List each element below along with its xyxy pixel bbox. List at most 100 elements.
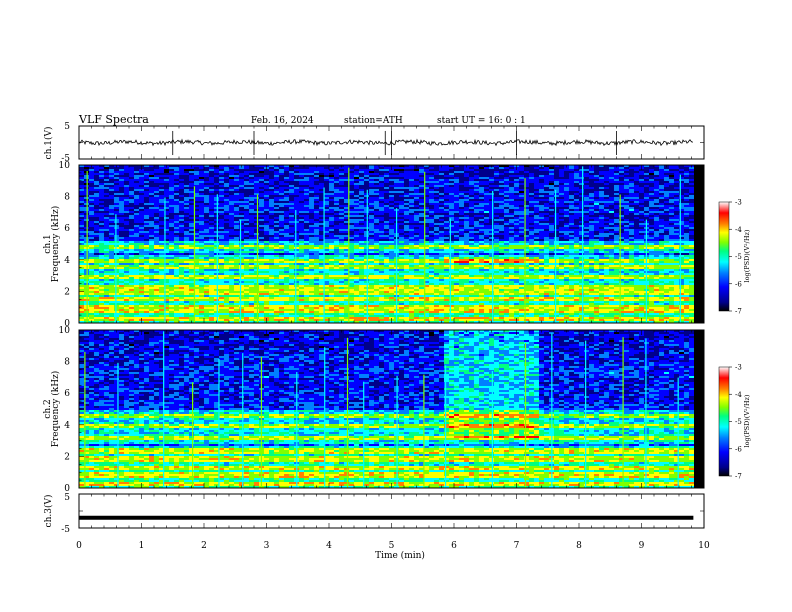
spectrogram-cell (154, 211, 159, 213)
spectrogram-cell (354, 217, 359, 219)
spectrogram-cell (109, 189, 114, 191)
spectrogram-cell (394, 183, 399, 185)
spectrogram-cell (559, 209, 564, 211)
spectrogram-cell (459, 205, 464, 207)
spectrogram-cell (639, 181, 644, 183)
spectrogram-cell (444, 205, 449, 207)
spectrogram-cell (239, 217, 244, 219)
spectrogram-cell (364, 185, 369, 187)
spectrogram-cell (139, 223, 144, 225)
spectrogram-cell (664, 199, 669, 201)
spectrogram-cell (274, 227, 279, 229)
spectrogram-cell (224, 211, 229, 213)
spectrogram-cell (109, 171, 114, 173)
spectrogram-cell (579, 235, 584, 237)
spectrogram-cell (544, 187, 549, 189)
spectrogram-cell (114, 185, 119, 187)
spectrogram-cell (319, 175, 324, 177)
spectrogram-cell (514, 205, 519, 207)
spectrogram-cell (404, 243, 409, 245)
spectrogram-cell (284, 233, 289, 235)
spectrogram-cell (104, 237, 109, 239)
spectrogram-cell (539, 175, 544, 177)
spectrogram-cell (569, 187, 574, 189)
spectrogram-cell (609, 195, 614, 197)
spectrogram-cell (534, 217, 539, 219)
spectrogram-cell (229, 183, 234, 185)
spectrogram-cell (339, 169, 344, 171)
spectrogram-cell (514, 221, 519, 223)
spectrogram-cell (554, 165, 559, 167)
spectrogram-cell (139, 207, 144, 209)
spectrogram-cell (684, 209, 689, 211)
spectrogram-cell (474, 187, 479, 189)
spectrogram-cell (339, 211, 344, 213)
spectrogram-cell (199, 185, 204, 187)
spectrogram-cell (309, 185, 314, 187)
spectrogram-cell (629, 221, 634, 223)
spectrogram-cell (164, 231, 169, 233)
spectrogram-cell (549, 217, 554, 219)
spectrogram-cell (124, 193, 129, 195)
spectrogram-cell (639, 211, 644, 213)
spectrogram-cell (329, 221, 334, 223)
spectrogram-cell (624, 207, 629, 209)
spectrogram-cell (229, 237, 234, 239)
spectrogram-cell (409, 209, 414, 211)
spectrogram-cell (464, 193, 469, 195)
spectrogram-cell (354, 221, 359, 223)
spectrogram-cell (519, 189, 524, 191)
spectrogram-cell (164, 207, 169, 209)
spectrogram-cell (424, 231, 429, 233)
spectrogram-cell (254, 241, 259, 243)
spectrogram-cell (509, 217, 514, 219)
spectrogram-cell (619, 165, 624, 167)
spectrogram-cell (209, 241, 214, 243)
spectrogram-cell (659, 199, 664, 201)
spectrogram-cell (189, 207, 194, 209)
spectrogram-cell (489, 211, 494, 213)
spectrogram-cell (84, 225, 89, 227)
spectrogram-cell (509, 215, 514, 217)
spectrogram-cell (139, 229, 144, 231)
spectrogram-cell (429, 229, 434, 231)
spectrogram-cell (304, 213, 309, 215)
spectrogram-cell (409, 203, 414, 205)
spectrogram-cell (564, 193, 569, 195)
spectrogram-cell (659, 227, 664, 229)
spectrogram-cell (149, 187, 154, 189)
spectrogram-cell (444, 167, 449, 169)
spectrogram-cell (524, 219, 529, 221)
spectrogram-cell (229, 193, 234, 195)
spectrogram-cell (654, 173, 659, 175)
spectrogram-cell (549, 213, 554, 215)
spectrogram-cell (344, 193, 349, 195)
spectrogram-cell (264, 237, 269, 239)
spectrogram-cell (204, 229, 209, 231)
spectrogram-cell (439, 187, 444, 189)
spectrogram-cell (234, 223, 239, 225)
spectrogram-cell (284, 175, 289, 177)
spectrogram-cell (399, 241, 404, 243)
spectrogram-cell (124, 215, 129, 217)
spectrogram-cell (649, 203, 654, 205)
spectrogram-cell (199, 229, 204, 231)
spectrogram-cell (419, 177, 424, 179)
spectrogram-cell (184, 199, 189, 201)
spectrogram-cell (139, 241, 144, 243)
spectrogram-cell (339, 177, 344, 179)
spectrogram-cell (469, 181, 474, 183)
spectrogram-cell (339, 175, 344, 177)
spectrogram-cell (184, 217, 189, 219)
spectrogram-cell (164, 201, 169, 203)
spectrogram-cell (464, 187, 469, 189)
spectrogram-cell (299, 187, 304, 189)
spectrogram-cell (409, 173, 414, 175)
spectrogram-cell (189, 201, 194, 203)
spectrogram-cell (174, 165, 179, 167)
spectrogram-cell (279, 213, 284, 215)
spectrogram-cell (449, 195, 454, 197)
spectrogram-cell (334, 213, 339, 215)
spectrogram-cell (224, 195, 229, 197)
spectrogram-cell (199, 243, 204, 245)
